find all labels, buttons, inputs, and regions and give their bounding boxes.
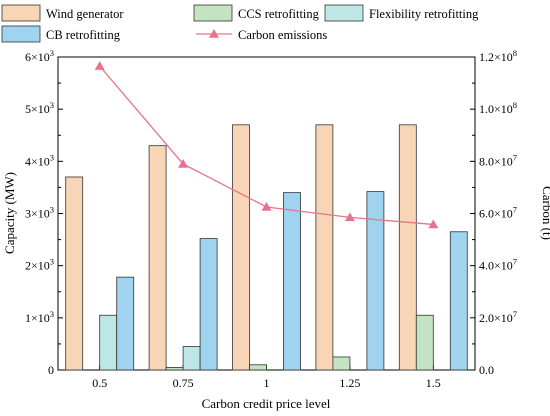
y-right-tick-label: 4.0×107	[479, 257, 517, 273]
y-right-tick-label: 1.0×108	[479, 100, 517, 116]
legend-label: Wind generator	[46, 7, 124, 21]
bar-flexibility-retrofitting	[182, 346, 201, 371]
y-right-tick-label: 8.0×107	[479, 152, 517, 168]
bar-wind-generator	[315, 124, 334, 371]
y-left-axis: 0 1×103 2×103 3×103 4×103 5×103 6×103	[25, 48, 63, 377]
carbon-emissions-point	[94, 61, 105, 70]
x-tick-label: 0.75	[173, 376, 194, 390]
legend-item-cb-retrofitting: CB retrofitting	[1, 25, 121, 43]
bar-cb-retrofitting	[449, 231, 468, 371]
legend-swatch	[1, 25, 41, 43]
y-left-tick-label: 4×103	[25, 152, 54, 168]
legend-swatch-marker	[209, 29, 219, 38]
carbon-emissions-point	[178, 158, 189, 168]
y-right-axis: 0.0 2.0×107 4.0×107 6.0×107 8.0×107 1.0×108 1.…	[470, 48, 517, 377]
carbon-emissions-point	[428, 219, 439, 229]
bar-ccs-retrofitting	[415, 314, 434, 371]
x-tick-label: 1.25	[339, 376, 360, 390]
legend-item-wind-generator: Wind generator	[1, 4, 124, 22]
x-axis-title: Carbon credit price level	[202, 396, 331, 411]
y-right-axis-title: Carbon (t)	[540, 186, 550, 240]
bars	[65, 124, 468, 371]
legend-item-ccs-retrofitting: CCS retrofitting	[193, 4, 320, 22]
legend-swatch	[193, 4, 233, 22]
carbon-emissions-point	[344, 212, 355, 222]
y-left-axis-title: Capacity (MW)	[2, 172, 17, 254]
legend-item-carbon-emissions: Carbon emissions	[196, 28, 327, 42]
carbon-emissions-point	[261, 201, 272, 211]
y-right-tick-label: 1.2×108	[479, 48, 517, 64]
y-right-tick-label: 2.0×107	[479, 309, 517, 325]
legend-label: CB retrofitting	[46, 28, 121, 42]
y-left-tick-label: 6×103	[25, 48, 54, 64]
y-right-tick-label: 0.0	[479, 363, 494, 377]
y-left-tick-label: 0	[48, 363, 54, 377]
legend: Wind generator CCS retrofitting Flexibilit…	[1, 4, 479, 43]
legend-swatch	[1, 4, 41, 22]
bar-ccs-retrofitting	[165, 366, 184, 371]
bar-cb-retrofitting	[199, 238, 218, 371]
legend-label: Carbon emissions	[238, 28, 327, 42]
x-tick-label: 1	[264, 376, 270, 390]
bar-cb-retrofitting	[366, 191, 385, 371]
bar-cb-retrofitting	[283, 192, 301, 371]
bar-wind-generator	[65, 176, 84, 371]
y-left-tick-label: 5×103	[25, 100, 54, 116]
y-right-tick-label: 6.0×107	[479, 205, 517, 221]
legend-item-flexibility-retrofitting: Flexibility retrofitting	[324, 4, 479, 22]
y-left-tick-label: 2×103	[25, 257, 54, 273]
bar-wind-generator	[232, 124, 250, 371]
bar-cb-retrofitting	[116, 276, 135, 371]
legend-label: CCS retrofitting	[238, 7, 320, 21]
bar-wind-generator	[398, 124, 417, 371]
legend-swatch	[324, 4, 364, 22]
bar-ccs-retrofitting	[249, 364, 267, 371]
bar-wind-generator	[148, 145, 167, 371]
x-tick-label: 1.5	[426, 376, 441, 390]
legend-label: Flexibility retrofitting	[369, 7, 479, 21]
bar-flexibility-retrofitting	[99, 314, 118, 371]
y-left-tick-label: 1×103	[25, 309, 54, 325]
bar-ccs-retrofitting	[332, 356, 351, 371]
x-tick-label: 0.5	[92, 376, 107, 390]
carbon-emissions-line	[94, 61, 439, 229]
y-left-tick-label: 3×103	[25, 205, 54, 221]
